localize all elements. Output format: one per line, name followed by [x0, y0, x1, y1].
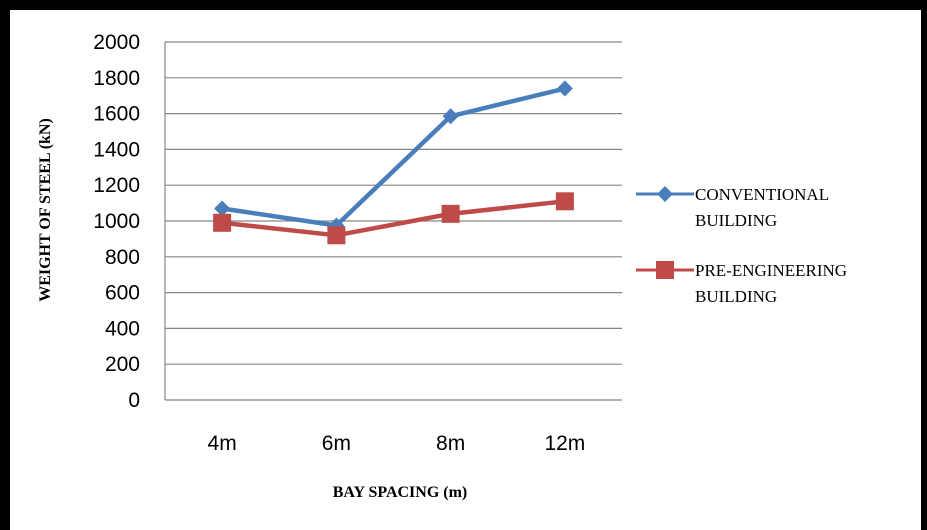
series-1: [213, 192, 574, 245]
legend-marker: [657, 186, 673, 202]
y-tick-label: 1200: [93, 174, 140, 197]
x-tick-label: 12m: [544, 432, 585, 455]
series-line: [221, 199, 566, 238]
x-axis-title: BAY SPACING (m): [333, 484, 468, 501]
legend-item: CONVENTIONAL BUILDING: [636, 185, 829, 230]
series-line: [221, 86, 566, 228]
data-point: [214, 200, 231, 217]
y-tick-label: 0: [128, 389, 140, 412]
y-tick-label: 600: [105, 282, 140, 305]
legend-label: BUILDING: [695, 211, 777, 230]
y-tick-label: 1000: [93, 210, 140, 233]
data-point: [213, 213, 232, 232]
series-0: [214, 80, 573, 234]
y-tick-label: 2000: [93, 31, 140, 54]
legend-label: BUILDING: [695, 287, 777, 306]
gridlines: [164, 41, 622, 401]
x-tick-label: 4m: [208, 432, 237, 455]
y-tick-label: 200: [105, 353, 140, 376]
data-point: [327, 226, 346, 245]
data-point: [555, 192, 574, 211]
x-tick-label: 6m: [322, 432, 351, 455]
y-axis-title: WEIGHT OF STEEL (kN): [37, 118, 54, 302]
data-point: [441, 204, 460, 223]
series-lines: [213, 80, 574, 245]
legend-label: CONVENTIONAL: [695, 185, 829, 204]
data-point: [442, 108, 459, 125]
x-tick-label: 8m: [436, 432, 465, 455]
x-tick-labels: 4m 6m 8m 12m: [208, 432, 586, 455]
y-tick-label: 1600: [93, 103, 140, 126]
legend-label: PRE-ENGINEERING: [695, 261, 847, 280]
legend: CONVENTIONAL BUILDING PRE-ENGINEERING BUILD…: [636, 185, 847, 306]
data-point: [556, 80, 573, 97]
y-tick-label: 800: [105, 246, 140, 269]
y-tick-labels: 0 200 400 600 800 1000 1200 1400 1600 1800 2000: [93, 31, 140, 412]
y-tick-label: 400: [105, 317, 140, 340]
legend-marker: [656, 261, 674, 279]
legend-item: PRE-ENGINEERING BUILDING: [636, 261, 847, 306]
y-tick-label: 1400: [93, 138, 140, 161]
y-tick-label: 1800: [93, 67, 140, 90]
